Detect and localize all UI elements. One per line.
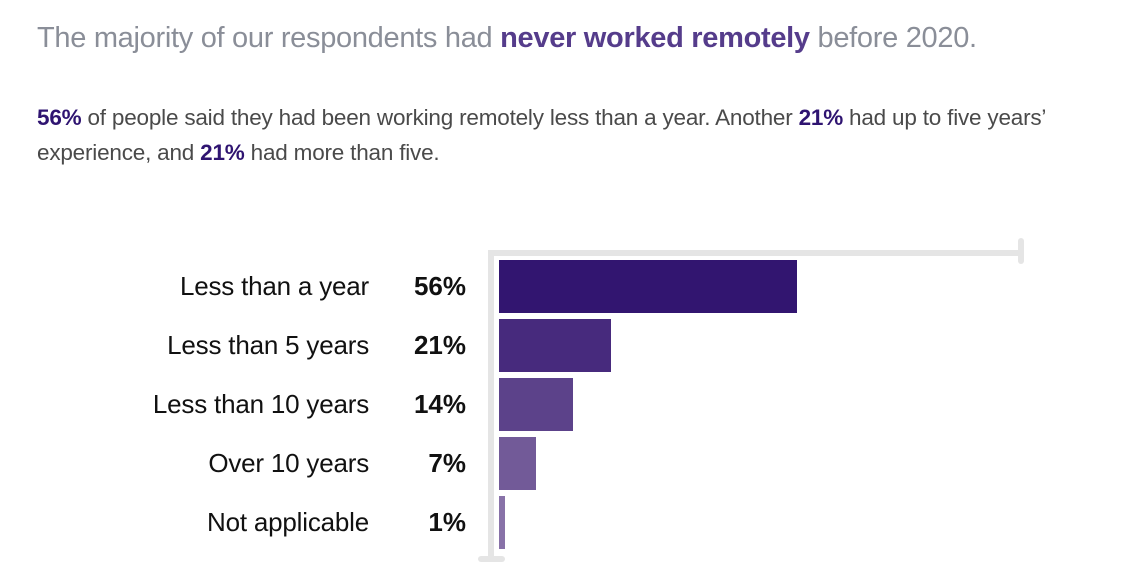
bar-row: Less than 10 years 14%	[0, 378, 1145, 431]
summary-pct-2: 21%	[798, 105, 844, 130]
summary-pct-1: 56%	[37, 105, 82, 130]
category-label: Not applicable	[207, 507, 369, 537]
summary-text-3: had more than five.	[244, 140, 440, 165]
bar-row: Less than 5 years 21%	[0, 319, 1145, 372]
bar-row: Over 10 years 7%	[0, 437, 1145, 490]
summary-pct-3: 21%	[200, 140, 245, 165]
value-label: 21%	[413, 330, 466, 360]
headline-suffix: before 2020.	[809, 22, 978, 54]
value-label: 14%	[413, 389, 466, 419]
chart-summary: 56% of people said they had been working…	[37, 100, 1117, 170]
bar	[499, 260, 797, 313]
bar	[499, 378, 573, 431]
axis-left-line	[488, 250, 494, 560]
category-label: Less than 5 years	[167, 330, 369, 360]
bar	[499, 319, 611, 372]
category-label: Over 10 years	[208, 448, 369, 478]
summary-text-1: of people said they had been working rem…	[81, 105, 799, 130]
axis-top-line	[488, 250, 1022, 256]
value-label: 56%	[413, 271, 466, 301]
axis-base-tick	[478, 556, 505, 562]
bar-row: Less than a year 56%	[0, 260, 1145, 313]
bar	[499, 437, 536, 490]
value-label: 1%	[428, 507, 466, 537]
summary-text-2: had up to five years’ experience, and	[37, 105, 1046, 165]
chart-headline: The majority of our respondents had neve…	[37, 22, 977, 55]
value-label: 7%	[428, 448, 466, 478]
headline-emphasis: never worked remotely	[500, 22, 810, 54]
category-label: Less than 10 years	[152, 389, 369, 419]
headline-prefix: The majority of our respondents had	[37, 22, 501, 54]
bar-row: Not applicable 1%	[0, 496, 1145, 549]
category-label: Less than a year	[179, 271, 369, 301]
bar	[499, 496, 505, 549]
axis-end-tick	[1018, 238, 1024, 264]
